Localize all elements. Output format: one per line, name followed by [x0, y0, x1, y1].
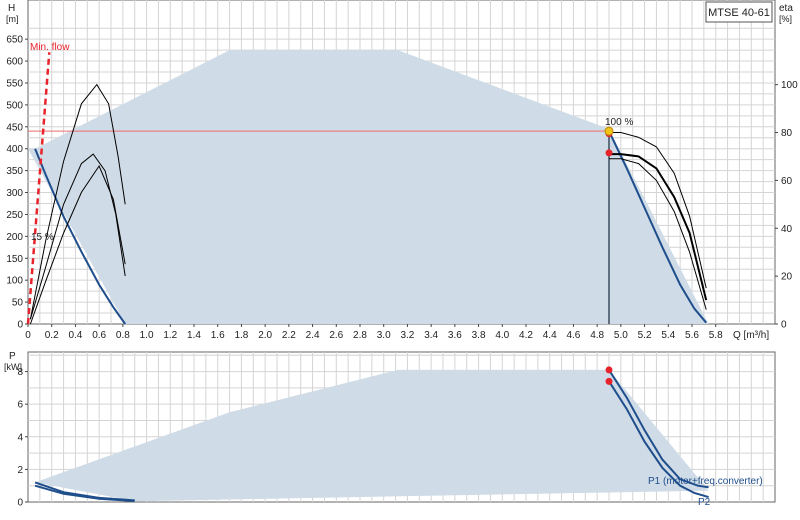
x-tick-label: 2.0: [258, 330, 272, 341]
y2-axis-unit: [%]: [779, 14, 792, 24]
power-envelope: [35, 369, 709, 502]
x-tick-label: 5.8: [709, 330, 723, 341]
y-tick-label: 550: [6, 78, 23, 89]
x-tick-label: 2.8: [353, 330, 367, 341]
x-tick-label: 3.6: [448, 330, 462, 341]
power-curve-2: [608, 369, 709, 489]
power-duty-marker-1: [605, 377, 613, 385]
y-tick-label: 350: [6, 166, 23, 177]
x-tick-label: 4.6: [566, 330, 580, 341]
y-tick-label: 200: [6, 232, 23, 243]
x-tick-label: 5.0: [614, 330, 628, 341]
pump-label-frame: [705, 1, 773, 23]
y-tick-label: 500: [6, 100, 23, 111]
x-tick-label: 3.2: [400, 330, 414, 341]
x-tick-label: 5.2: [638, 330, 652, 341]
y2-tick-label: 40: [781, 224, 793, 235]
y-tick-label: 600: [6, 57, 23, 68]
power-y-tick-label: 2: [17, 465, 23, 476]
y-tick-label: 450: [6, 122, 23, 133]
x-tick-label: 1.2: [163, 330, 177, 341]
x-tick-label: 0: [25, 330, 31, 341]
power-y-tick-label: 0: [17, 498, 23, 509]
x-tick-label: 2.2: [282, 330, 296, 341]
x-tick-label: 0.6: [92, 330, 106, 341]
power-y-tick-label: 4: [17, 432, 23, 443]
x-tick-label: 1.4: [187, 330, 201, 341]
x-tick-label: 3.4: [424, 330, 438, 341]
low-speed-label: 15 %: [31, 232, 54, 243]
power-y-tick-label: 6: [17, 400, 23, 411]
hq-curve-0: [34, 148, 127, 325]
power-y-tick-label: 8: [17, 367, 23, 378]
x-tick-label: 1.6: [211, 330, 225, 341]
power-chart: 0 2 4 6 8P[kW] P1 (motor+freq.converter) P2: [4, 351, 776, 509]
eta-curve-0: [29, 83, 126, 320]
x-tick-label: 3.0: [377, 330, 391, 341]
hq-curve-1: [608, 130, 707, 324]
x-tick-label: 0.8: [116, 330, 130, 341]
x-tick-label: 5.6: [685, 330, 699, 341]
x-tick-label: 4.2: [519, 330, 533, 341]
y2-tick-label: 60: [781, 176, 793, 187]
power-y-axis-unit: [kW]: [4, 362, 22, 372]
power-curve-1: [34, 484, 135, 502]
x-tick-label: 0.4: [68, 330, 82, 341]
hq-envelope: [28, 50, 709, 324]
eta-curve-5: [609, 158, 707, 310]
y-tick-label: 250: [6, 210, 23, 221]
eta-curve-2: [29, 164, 126, 325]
x-tick-label: 4.4: [543, 330, 557, 341]
eta-curve-1: [29, 153, 126, 320]
x-tick-label: 4.8: [590, 330, 604, 341]
x-tick-label: 1.0: [140, 330, 154, 341]
y-tick-label: 100: [6, 276, 23, 287]
y-tick-label: 400: [6, 144, 23, 155]
y-axis-title: H: [8, 3, 15, 14]
pump-label-box: MTSE 40-61: [705, 1, 773, 23]
x-tick-label: 2.6: [329, 330, 343, 341]
power-y-axis-title: P: [9, 351, 16, 362]
y2-tick-label: 80: [781, 128, 793, 139]
min-flow-line: [26, 52, 51, 325]
min-flow-label: Min. flow: [30, 42, 70, 53]
y-tick-label: 300: [6, 188, 23, 199]
y-axis-unit: [m]: [6, 14, 19, 24]
power-duty-marker-0: [605, 366, 613, 374]
x-tick-label: 5.4: [661, 330, 675, 341]
x-tick-label: 1.8: [234, 330, 248, 341]
pump-label: MTSE 40-61: [708, 7, 770, 19]
x-axis-title: Q [m³/h]: [733, 330, 769, 341]
y2-tick-label: 100: [781, 80, 798, 91]
duty-point-label: 100 %: [605, 117, 633, 128]
duty-point: [604, 126, 614, 136]
x-tick-label: 4.0: [495, 330, 509, 341]
y-tick-label: 0: [17, 320, 23, 331]
y2-tick-label: 0: [781, 320, 787, 331]
power-curve-3: [608, 380, 709, 499]
p2-label: P2: [698, 497, 711, 508]
y2-tick-label: 20: [781, 272, 793, 283]
y-tick-label: 150: [6, 254, 23, 265]
eta-curve-3: [609, 132, 707, 289]
x-tick-label: 0.2: [45, 330, 59, 341]
y-tick-label: 650: [6, 35, 23, 46]
x-tick-label: 2.4: [306, 330, 320, 341]
x-tick-label: 3.8: [472, 330, 486, 341]
eta-curve-4: [609, 153, 708, 301]
p1-label: P1 (motor+freq.converter): [648, 476, 763, 487]
y2-axis-title: eta: [779, 3, 793, 14]
y-tick-label: 50: [12, 298, 24, 309]
duty-eta-marker-1: [605, 149, 613, 157]
